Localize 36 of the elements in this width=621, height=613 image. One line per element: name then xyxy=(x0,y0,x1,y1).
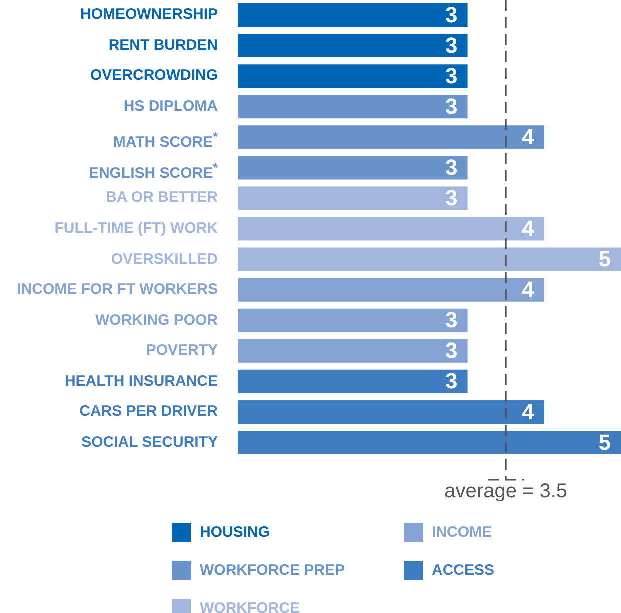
data-label: 3 xyxy=(446,2,458,28)
data-label: 4 xyxy=(522,399,536,424)
y-tick-label: OVERCROWDING xyxy=(90,66,218,86)
y-tick-label: INCOME FOR FT WORKERS xyxy=(17,280,218,300)
legend-label: WORKFORCE PREP xyxy=(199,560,346,580)
data-label: 3 xyxy=(446,338,458,364)
data-label: 5 xyxy=(598,246,611,272)
y-tick-label: BA OR BETTER xyxy=(106,188,218,208)
legend-label: INCOME xyxy=(431,522,493,542)
data-label: 5 xyxy=(598,430,611,455)
legend-label: HOUSING xyxy=(199,522,272,542)
data-label: 4 xyxy=(522,124,536,150)
y-tick-label: MATH SCORE$^{*}$ xyxy=(113,129,218,154)
data-label: 3 xyxy=(446,154,458,180)
data-label: 3 xyxy=(446,368,458,394)
data-label: 3 xyxy=(446,308,458,333)
y-tick-label: ENGLISH SCORE$^{*}$ xyxy=(88,160,218,184)
y-tick-label: RENT BURDEN xyxy=(108,36,218,56)
data-label: 3 xyxy=(446,94,458,119)
data-label: 3 xyxy=(446,186,458,211)
data-label: 3 xyxy=(446,63,458,88)
legend-label: ACCESS xyxy=(431,560,496,580)
y-tick-label: OVERSKILLED xyxy=(111,250,218,270)
data-label: 4 xyxy=(522,216,536,242)
legend-label: WORKFORCE xyxy=(199,598,301,613)
y-tick-label: HS DIPLOMA xyxy=(124,96,218,117)
y-tick-label: WORKING POOR xyxy=(96,310,218,331)
y-tick-label: HEALTH INSURANCE xyxy=(64,372,218,392)
data-label: 4 xyxy=(522,277,536,302)
y-tick-label: SOCIAL SECURITY xyxy=(82,432,218,453)
y-tick-label: CARS PER DRIVER xyxy=(80,402,218,422)
data-label: 3 xyxy=(446,32,458,58)
y-tick-label: POVERTY xyxy=(146,341,218,362)
ref-line-label: average = 3.5 xyxy=(444,480,568,503)
y-tick-label: HOMEOWNERSHIP xyxy=(80,5,218,26)
y-tick-label: FULL-TIME (FT) WORK xyxy=(54,219,218,239)
